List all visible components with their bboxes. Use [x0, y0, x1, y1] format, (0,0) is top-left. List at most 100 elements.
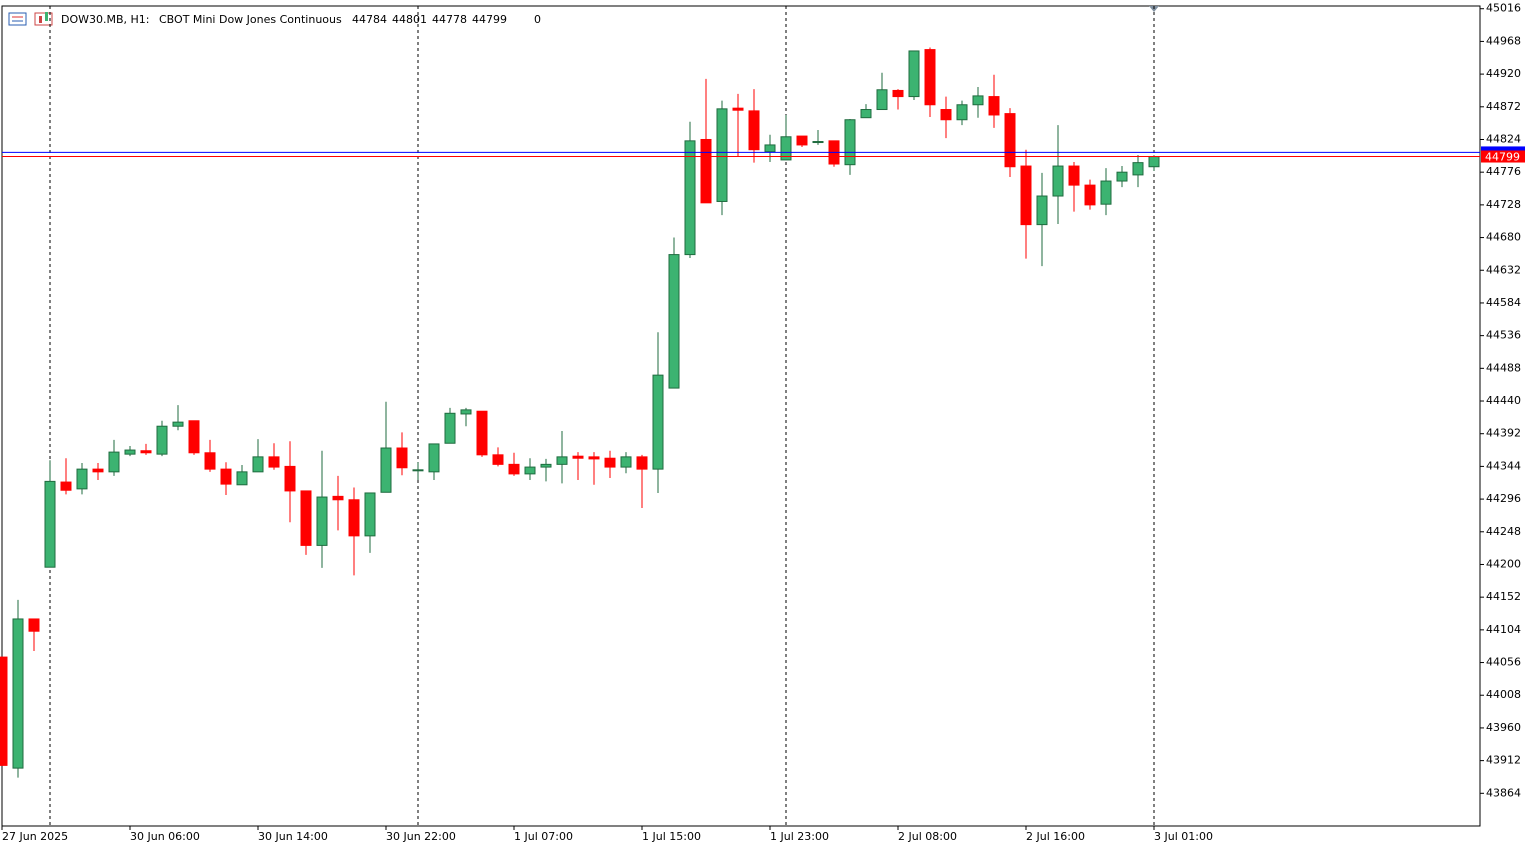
- y-tick-label: 44872: [1486, 100, 1521, 113]
- x-tick-label: 2 Jul 08:00: [898, 830, 957, 843]
- x-tick-label: 3 Jul 01:00: [1154, 830, 1213, 843]
- candle-body: [716, 108, 728, 202]
- candle-body: [1020, 165, 1032, 226]
- candle-body: [940, 109, 952, 121]
- y-tick-label: 44392: [1486, 427, 1521, 440]
- x-tick-label: 30 Jun 14:00: [258, 830, 328, 843]
- candle-body: [12, 618, 24, 769]
- candle-body: [604, 457, 616, 468]
- y-tick-label: 44536: [1486, 329, 1521, 342]
- y-tick-label: 44200: [1486, 557, 1521, 570]
- candle-body: [668, 254, 680, 389]
- candle-body: [956, 104, 968, 121]
- y-tick-label: 43960: [1486, 721, 1521, 734]
- candle-body: [268, 456, 280, 468]
- candle-body: [428, 443, 440, 473]
- candle-body: [796, 135, 808, 146]
- candle-body: [684, 140, 696, 256]
- x-tick-label: 1 Jul 15:00: [642, 830, 701, 843]
- description: CBOT Mini Dow Jones Continuous: [159, 13, 342, 26]
- header-value: 44778: [432, 13, 467, 26]
- candle-body: [284, 465, 296, 492]
- candle-body: [524, 466, 536, 475]
- header-value: 44801: [392, 13, 427, 26]
- y-tick-label: 44584: [1486, 296, 1521, 309]
- candle-body: [44, 480, 56, 568]
- candle-body: [924, 49, 936, 106]
- candle-body: [444, 412, 456, 444]
- candle-body: [140, 450, 152, 454]
- symbol: DOW30.MB, H1:: [61, 13, 150, 26]
- candle-body: [844, 119, 856, 166]
- x-tick-label: 27 Jun 2025: [2, 830, 68, 843]
- candle-body: [1116, 171, 1128, 182]
- candle-body: [348, 499, 360, 537]
- y-tick-label: 43864: [1486, 786, 1521, 799]
- candle-body: [396, 447, 408, 469]
- y-tick-label: 44248: [1486, 525, 1521, 538]
- candle-body: [204, 452, 216, 470]
- candle-body: [908, 50, 920, 98]
- header-icons: [8, 12, 53, 26]
- y-tick-label: 44680: [1486, 231, 1521, 244]
- ask-label-box: [1481, 146, 1525, 155]
- y-tick-label: 45016: [1486, 2, 1521, 15]
- candle-body: [556, 456, 568, 465]
- candle-body: [1052, 165, 1064, 197]
- x-tick-label: 1 Jul 07:00: [514, 830, 573, 843]
- candle-body: [748, 110, 760, 151]
- candle-body: [1068, 165, 1080, 186]
- candle-body: [876, 89, 888, 111]
- candle-body: [412, 469, 424, 472]
- candle-body: [780, 136, 792, 161]
- y-tick-label: 44632: [1486, 263, 1521, 276]
- candle-body: [460, 409, 472, 415]
- candle-body: [188, 420, 200, 454]
- x-tick-label: 30 Jun 22:00: [386, 830, 456, 843]
- y-tick-label: 44344: [1486, 459, 1521, 472]
- candle-body: [764, 144, 776, 153]
- candle-body: [508, 463, 520, 475]
- candle-body: [652, 374, 664, 470]
- x-tick-label: 30 Jun 06:00: [130, 830, 200, 843]
- y-tick-label: 44440: [1486, 394, 1521, 407]
- candle-body: [1084, 184, 1096, 206]
- bid-label: 44799: [1485, 151, 1520, 164]
- candle-body: [316, 496, 328, 546]
- candle-body: [380, 447, 392, 493]
- y-tick-label: 43912: [1486, 754, 1521, 767]
- candle-body: [1036, 195, 1048, 226]
- candle-body: [540, 463, 552, 468]
- y-tick-label: 44968: [1486, 34, 1521, 47]
- header-value: 44799: [472, 13, 507, 26]
- x-tick-label: 2 Jul 16:00: [1026, 830, 1085, 843]
- candle-body: [28, 618, 40, 632]
- candle-body: [332, 495, 344, 501]
- candle-body: [108, 451, 120, 473]
- candle-body: [572, 455, 584, 459]
- y-tick-label: 44824: [1486, 132, 1521, 145]
- candle-body: [364, 492, 376, 537]
- candle-body: [252, 456, 264, 473]
- candle-body: [1148, 156, 1160, 168]
- icon[interactable]: [8, 12, 27, 26]
- candle-body: [636, 456, 648, 470]
- candle-body: [860, 109, 872, 119]
- icon[interactable]: [34, 12, 53, 26]
- header-value: 0: [534, 13, 541, 26]
- y-tick-label: 44728: [1486, 198, 1521, 211]
- candle-body: [236, 471, 248, 486]
- candle-body: [812, 141, 824, 144]
- y-tick-label: 44920: [1486, 67, 1521, 80]
- y-tick-label: 44296: [1486, 492, 1521, 505]
- candle-body: [76, 468, 88, 490]
- y-tick-label: 44104: [1486, 623, 1521, 636]
- candle-body: [172, 421, 184, 427]
- candle-body: [892, 89, 904, 98]
- candle-body: [700, 138, 712, 204]
- header-value: 44784: [352, 13, 387, 26]
- y-tick-label: 44008: [1486, 688, 1521, 701]
- candle-body: [732, 107, 744, 111]
